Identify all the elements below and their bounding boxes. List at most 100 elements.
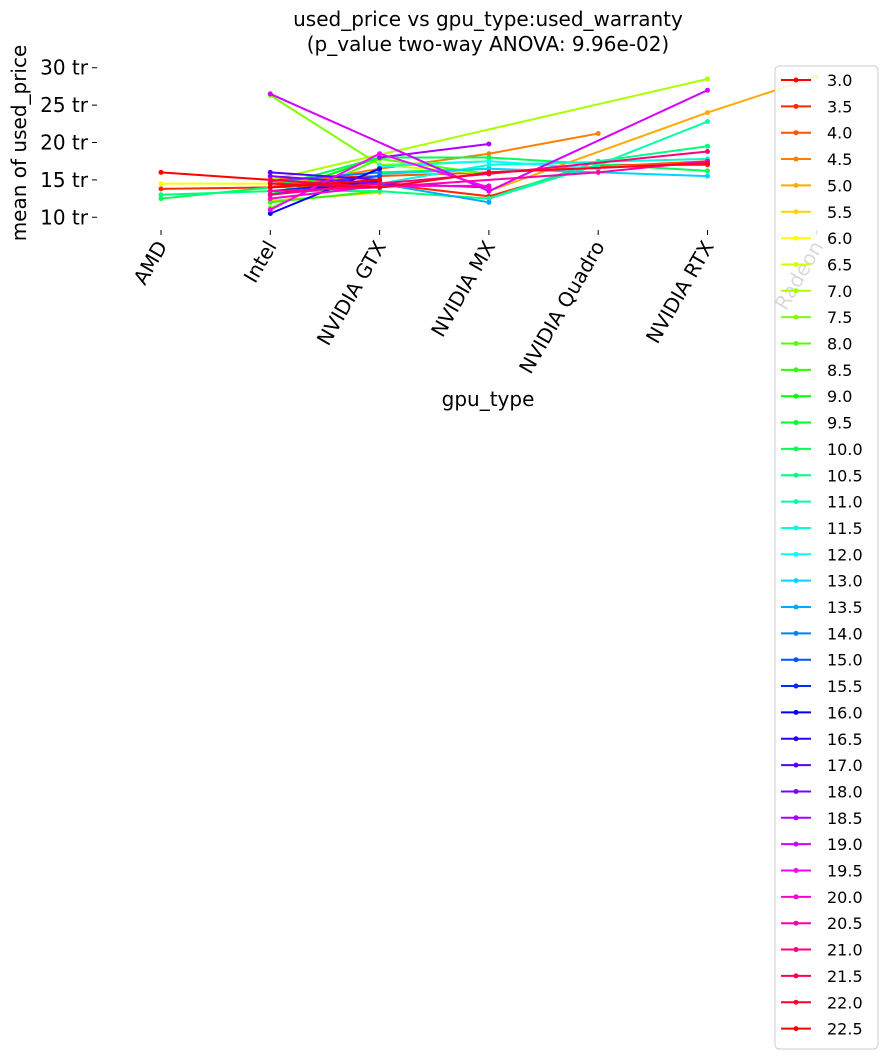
data-point	[158, 196, 164, 202]
legend-label: 17.0	[827, 756, 863, 775]
legend-item: 21.0	[781, 941, 863, 960]
series-layer	[158, 74, 820, 216]
legend-label: 9.5	[827, 414, 852, 433]
legend-label: 13.5	[827, 598, 863, 617]
legend-item: 14.0	[781, 624, 863, 643]
legend-item: 18.5	[781, 809, 863, 828]
legend-label: 18.0	[827, 782, 863, 801]
legend-item: 20.0	[781, 888, 863, 907]
data-point	[267, 91, 273, 97]
data-point	[705, 76, 710, 82]
series-line	[379, 143, 490, 159]
legend-swatch-marker	[793, 288, 799, 294]
legend-item: 19.0	[781, 835, 863, 854]
legend-item: 4.0	[781, 124, 852, 143]
series-11.0	[486, 119, 710, 202]
legend-label: 8.0	[827, 335, 852, 354]
legend-swatch-marker	[793, 235, 799, 241]
legend-label: 22.0	[827, 993, 863, 1012]
legend-item: 19.5	[781, 862, 863, 881]
legend-swatch-marker	[793, 367, 799, 373]
chart-title-line1: used_price vs gpu_type:used_warranty	[293, 7, 683, 31]
series-line	[269, 167, 380, 215]
data-point	[705, 149, 710, 154]
data-point	[377, 188, 383, 194]
legend-swatch-marker	[793, 894, 799, 900]
data-point	[267, 177, 273, 183]
legend-label: 11.5	[827, 519, 863, 538]
series-line	[270, 171, 380, 181]
series-line	[270, 132, 599, 189]
data-point	[377, 173, 383, 179]
legend-label: 14.0	[827, 624, 863, 643]
legend-swatch-marker	[793, 999, 799, 1005]
legend-label: 16.5	[827, 730, 863, 749]
legend-item: 6.0	[781, 229, 852, 248]
legend-label: 3.0	[827, 71, 852, 90]
legend-item: 10.5	[781, 466, 863, 485]
data-point	[486, 162, 492, 168]
data-point	[486, 155, 492, 160]
legend-label: 21.5	[827, 967, 863, 986]
legend-item: 5.0	[781, 176, 852, 195]
legend-label: 15.5	[827, 677, 863, 696]
legend-frame	[774, 65, 879, 1050]
data-point	[158, 192, 164, 198]
legend-swatch-marker	[793, 973, 799, 979]
legend-label: 4.0	[827, 124, 852, 143]
legend-swatch-marker	[793, 156, 799, 162]
legend-swatch-marker	[793, 1026, 799, 1032]
legend-swatch-marker	[793, 578, 799, 584]
legend-label: 5.5	[827, 203, 852, 222]
data-point	[158, 169, 164, 175]
data-point	[486, 141, 492, 147]
legend-swatch-marker	[793, 261, 799, 267]
x-tick-label: NVIDIA MX	[426, 236, 500, 341]
data-point	[267, 196, 273, 202]
data-point	[267, 192, 273, 198]
x-axis-ticks: AMD Intel NVIDIA GTX NVIDIA MX NVIDIA Quadro…	[128, 230, 828, 378]
legend-swatch-marker	[793, 393, 799, 399]
legend-item: 13.5	[781, 598, 863, 617]
series-19.0	[267, 87, 710, 194]
legend-label: 18.5	[827, 809, 863, 828]
legend-label: 5.0	[827, 176, 852, 195]
data-point	[486, 183, 492, 189]
y-tick-label: 15 tr	[40, 168, 89, 192]
data-point	[486, 196, 492, 202]
legend-swatch-marker	[793, 788, 799, 794]
chart-title-line2: (p_value two-way ANOVA: 9.96e-02)	[307, 32, 669, 56]
legend-label: 21.0	[827, 941, 863, 960]
legend-item: 15.5	[781, 677, 863, 696]
data-point	[377, 184, 383, 190]
data-point	[486, 158, 492, 164]
legend-swatch-marker	[793, 604, 799, 610]
legend-swatch-marker	[793, 709, 799, 715]
legend-swatch-marker	[793, 499, 799, 505]
legend-item: 16.0	[781, 703, 863, 722]
legend-swatch-marker	[793, 420, 799, 426]
legend-label: 6.5	[827, 255, 852, 274]
series-6.0	[158, 181, 273, 187]
legend-item: 18.0	[781, 782, 863, 801]
data-point	[705, 168, 710, 174]
legend-label: 4.5	[827, 150, 852, 169]
legend-swatch-marker	[793, 657, 799, 663]
legend-label: 20.5	[827, 914, 863, 933]
legend-label: 13.0	[827, 572, 863, 591]
legend-item: 22.0	[781, 993, 863, 1012]
data-point	[267, 188, 273, 194]
legend-swatch-marker	[793, 314, 799, 320]
series-line	[270, 78, 708, 181]
data-point	[267, 207, 273, 213]
legend-swatch-marker	[793, 947, 799, 953]
legend-label: 9.0	[827, 387, 852, 406]
legend-label: 7.0	[827, 282, 852, 301]
y-axis-label: mean of used_price	[7, 45, 31, 242]
legend-swatch-marker	[793, 446, 799, 452]
legend-item: 6.5	[781, 255, 852, 274]
series-22.5	[267, 177, 383, 190]
legend-swatch-marker	[793, 736, 799, 742]
x-tick-label: NVIDIA GTX	[312, 236, 391, 349]
legend-item: 9.5	[781, 414, 852, 433]
